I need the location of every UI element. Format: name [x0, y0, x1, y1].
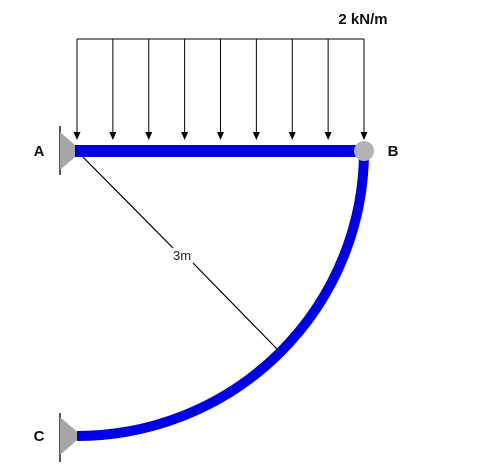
load-arrow-head [145, 132, 153, 140]
load-label: 2 kN/m [338, 11, 387, 28]
load-arrows [73, 39, 368, 140]
load-arrow-head [73, 132, 81, 140]
node-label-c: C [34, 428, 45, 445]
hinge-b [354, 141, 374, 161]
load-arrow-head [360, 132, 368, 140]
support-a [59, 126, 82, 175]
arch-member-bc [76, 150, 369, 441]
load-arrow-head [109, 132, 117, 140]
node-label-a: A [34, 143, 45, 160]
load-arrow-head [181, 132, 189, 140]
support-c-triangle [60, 417, 82, 455]
load-arrow-head [324, 132, 332, 140]
radius-dimension: 3m [76, 150, 279, 351]
support-a-triangle [60, 132, 82, 170]
distributed-load: 2 kN/m [73, 11, 388, 140]
radius-line-upper [76, 150, 174, 249]
support-c [59, 413, 82, 462]
load-arrow-head [217, 132, 224, 140]
load-arrow-head [252, 132, 260, 140]
node-label-b: B [388, 143, 399, 160]
load-arrow-head [288, 132, 296, 140]
radius-line-lower [192, 262, 279, 351]
radius-label: 3m [173, 248, 191, 263]
